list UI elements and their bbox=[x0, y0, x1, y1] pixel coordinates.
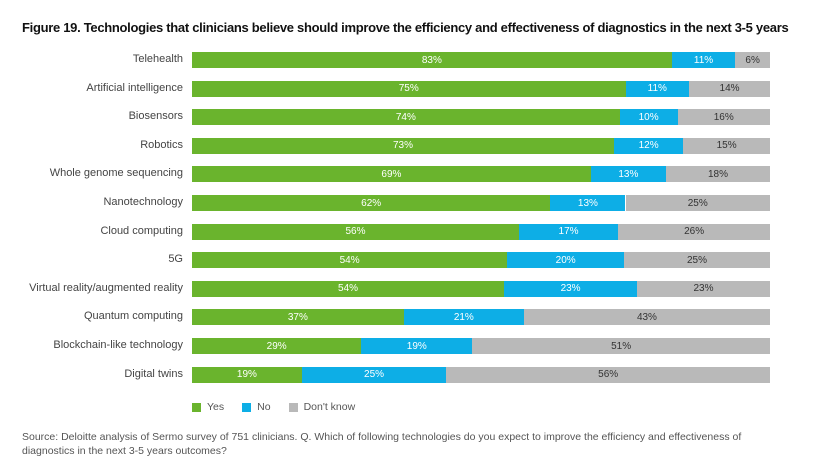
legend-label: Don't know bbox=[303, 401, 356, 413]
bar-segment-yes: 54% bbox=[192, 280, 505, 297]
category-label: Quantum computing bbox=[83, 310, 183, 323]
data-label: 11% bbox=[647, 83, 667, 95]
bar-segment-no: 17% bbox=[518, 223, 619, 240]
category-label: Biosensors bbox=[128, 110, 183, 123]
category-label: Nanotechnology bbox=[103, 196, 183, 208]
bar-segment-no: 23% bbox=[504, 280, 638, 297]
data-label: 13% bbox=[577, 197, 598, 209]
legend-swatch bbox=[192, 402, 201, 412]
category-label: Artificial intelligence bbox=[86, 81, 183, 94]
bar-segment-yes: 74% bbox=[192, 109, 620, 126]
bar-segment-don-t-know: 6% bbox=[735, 52, 770, 68]
data-label: 74% bbox=[395, 111, 416, 123]
category-label: Cloud computing bbox=[100, 224, 183, 237]
data-label: 6% bbox=[745, 54, 760, 66]
data-label: 18% bbox=[707, 168, 728, 180]
bar-segment-no: 10% bbox=[619, 109, 678, 126]
data-label: 54% bbox=[339, 254, 360, 266]
data-label: 19% bbox=[406, 340, 427, 352]
legend-item: Yes bbox=[192, 401, 224, 413]
category-label: Robotics bbox=[140, 138, 183, 151]
bar-segment-don-t-know: 14% bbox=[689, 80, 770, 97]
legend-swatch bbox=[242, 402, 252, 412]
bar-segment-yes: 54% bbox=[192, 252, 508, 269]
data-label: 19% bbox=[236, 369, 257, 381]
category-label: Blockchain-like technology bbox=[53, 339, 183, 351]
data-label: 16% bbox=[713, 111, 734, 123]
bar-segment-don-t-know: 43% bbox=[523, 309, 770, 326]
data-label: 56% bbox=[598, 369, 619, 381]
data-label: 15% bbox=[716, 140, 737, 152]
data-label: 23% bbox=[560, 283, 581, 295]
bar-segment-yes: 75% bbox=[192, 80, 626, 97]
data-label: 29% bbox=[266, 340, 287, 352]
bar-segment-no: 25% bbox=[301, 366, 447, 383]
data-label: 37% bbox=[287, 311, 308, 323]
bar-segment-no: 19% bbox=[361, 338, 473, 354]
data-label: 12% bbox=[638, 140, 659, 152]
bar-segment-yes: 73% bbox=[192, 137, 614, 154]
data-label: 54% bbox=[338, 283, 359, 295]
bar-segment-yes: 37% bbox=[192, 309, 404, 326]
legend-swatch bbox=[288, 402, 298, 412]
bar-segment-yes: 19% bbox=[192, 366, 302, 383]
data-label: 10% bbox=[638, 111, 659, 123]
legend-item: No bbox=[242, 401, 271, 413]
category-label: Digital twins bbox=[124, 367, 183, 380]
data-label: 75% bbox=[398, 83, 419, 95]
bar-segment-no: 20% bbox=[507, 252, 625, 269]
data-label: 56% bbox=[345, 226, 366, 238]
category-label: Virtual reality/augmented reality bbox=[29, 281, 183, 294]
data-label: 43% bbox=[636, 311, 657, 323]
data-label: 20% bbox=[555, 254, 576, 266]
bar-segment-don-t-know: 56% bbox=[446, 366, 770, 383]
data-label: 25% bbox=[687, 197, 708, 209]
data-label: 13% bbox=[618, 168, 639, 180]
bar-segment-don-t-know: 26% bbox=[618, 223, 770, 240]
bar-segment-yes: 56% bbox=[192, 223, 519, 240]
legend: Yes No Don't know bbox=[192, 401, 355, 413]
data-label: 17% bbox=[558, 226, 579, 238]
source-note: Source: Deloitte analysis of Sermo surve… bbox=[22, 431, 742, 457]
legend-label: Yes bbox=[207, 401, 225, 413]
bar-segment-don-t-know: 16% bbox=[677, 109, 770, 126]
bar-segment-don-t-know: 51% bbox=[472, 338, 770, 354]
bar-segment-yes: 69% bbox=[192, 166, 591, 183]
bar-segment-no: 13% bbox=[550, 195, 626, 211]
bar-segment-don-t-know: 23% bbox=[637, 280, 770, 297]
bar-segment-no: 13% bbox=[590, 166, 666, 183]
bar-segment-yes: 83% bbox=[192, 52, 672, 68]
legend-item: Don't know bbox=[288, 401, 356, 413]
data-label: 23% bbox=[693, 283, 714, 295]
data-label: 51% bbox=[611, 340, 632, 352]
bar-segment-yes: 62% bbox=[192, 195, 551, 211]
data-label: 11% bbox=[693, 54, 714, 66]
bar-segment-no: 21% bbox=[403, 309, 524, 326]
bar-segment-don-t-know: 18% bbox=[665, 166, 770, 183]
bar-segment-no: 11% bbox=[671, 52, 736, 68]
bar-segment-yes: 29% bbox=[192, 338, 362, 354]
data-label: 26% bbox=[684, 226, 705, 238]
data-label: 62% bbox=[361, 197, 382, 209]
bar-segment-don-t-know: 15% bbox=[683, 137, 770, 154]
bar-segment-no: 12% bbox=[613, 137, 684, 154]
chart-title: Figure 19. Technologies that clinicians … bbox=[22, 20, 789, 35]
category-label: Telehealth bbox=[132, 53, 183, 65]
bar-segment-don-t-know: 25% bbox=[624, 252, 770, 269]
bar-segment-don-t-know: 25% bbox=[625, 195, 770, 211]
legend-label: No bbox=[257, 401, 271, 413]
data-label: 25% bbox=[687, 254, 708, 266]
category-label: Whole genome sequencing bbox=[49, 167, 183, 180]
bar-segment-no: 11% bbox=[625, 80, 690, 97]
data-label: 73% bbox=[392, 140, 413, 152]
data-label: 14% bbox=[719, 83, 740, 95]
data-label: 69% bbox=[381, 168, 402, 180]
category-label: 5G bbox=[168, 253, 183, 266]
data-label: 83% bbox=[421, 54, 442, 66]
data-label: 25% bbox=[364, 369, 385, 381]
data-label: 21% bbox=[453, 311, 474, 323]
